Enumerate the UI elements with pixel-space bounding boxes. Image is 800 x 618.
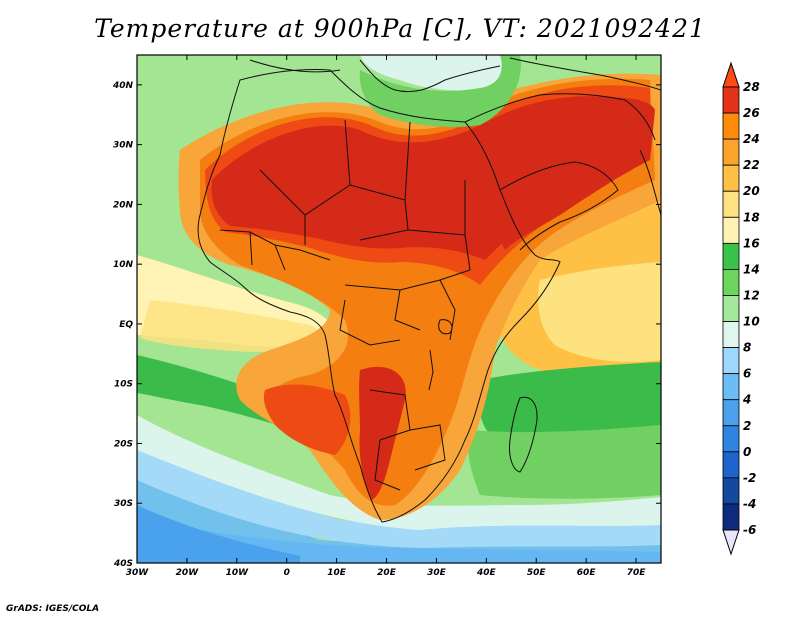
field-europe-green	[359, 55, 521, 127]
colorbar-swatch	[722, 451, 740, 479]
colorbar-label: -4	[743, 497, 756, 511]
lon-tick-label: 40E	[476, 568, 497, 578]
madagascar	[509, 396, 538, 473]
borders-south	[369, 389, 446, 491]
india-coast	[639, 149, 661, 216]
colorbar-label: 14	[743, 262, 760, 276]
field-north-cool	[360, 55, 502, 91]
colorbar-swatch	[722, 138, 740, 166]
lon-tick-label: 10W	[226, 568, 250, 578]
colorbar-swatch	[722, 86, 740, 114]
colorbar-label: 2	[743, 419, 751, 433]
colorbar-label: 18	[743, 210, 760, 224]
colorbar-label: 6	[743, 367, 751, 381]
lat-tick-label: 30N	[113, 141, 134, 151]
lon-tick-label: 30E	[427, 568, 447, 578]
map-area	[137, 55, 661, 563]
borders-west	[219, 229, 331, 271]
lat-tick-label: 20N	[113, 200, 134, 210]
country-borders	[197, 57, 661, 523]
colorbar-label: 24	[743, 132, 760, 146]
footer-credit: GrADS: IGES/COLA	[6, 604, 100, 614]
colorbar-label: 20	[743, 184, 760, 198]
colorbar-label: 16	[743, 236, 760, 250]
colorbar-swatch	[722, 242, 740, 270]
arabia-coastline	[464, 93, 656, 251]
colorbar-bottom-arrow	[722, 529, 740, 556]
field-arabia-hot	[480, 99, 655, 250]
field-blue-mid	[137, 505, 300, 563]
colorbar-swatch	[722, 190, 740, 218]
axis-labels: 30W 20W 10W 0 10E 20E 30E 40E 50E 60E 70E 40N 30N 20N…	[112, 81, 646, 578]
lon-tick-label: 20E	[377, 568, 397, 578]
colorbar-label: -6	[743, 523, 756, 537]
lake-tanganyika	[428, 349, 434, 391]
colorbar-swatch	[722, 373, 740, 401]
lat-tick-label: 10S	[114, 380, 133, 390]
colorbar-swatch	[722, 503, 740, 531]
axis-ticks	[136, 55, 661, 564]
field-south-hot2	[263, 384, 351, 455]
colorbar-label: 22	[743, 158, 760, 172]
field-indian-green	[478, 362, 661, 445]
colorbar-label: -2	[743, 471, 756, 485]
colorbar-swatch	[722, 321, 740, 348]
colorbar-label: 10	[743, 315, 760, 329]
field-indian-lgreen	[468, 425, 661, 499]
field-blue	[137, 470, 661, 563]
colorbar-swatch	[722, 425, 740, 453]
lat-tick-label: 10N	[113, 260, 134, 270]
lon-tick-label: 50E	[527, 568, 547, 578]
africa-coastline	[197, 69, 561, 523]
map-frame	[136, 54, 662, 564]
colorbar-label: 8	[743, 341, 751, 355]
colorbar-top-arrow	[722, 61, 740, 88]
lat-tick-label: EQ	[119, 320, 133, 330]
colorbar-label: 28	[743, 80, 760, 94]
lon-tick-label: 0	[284, 568, 290, 578]
field-blue-light	[137, 440, 661, 548]
lon-tick-label: 70E	[627, 568, 647, 578]
map-title: Temperature at 900hPa [C], VT: 202109242…	[94, 14, 706, 43]
borders-sahara	[259, 119, 471, 271]
lat-tick-label: 40S	[113, 559, 133, 569]
borders-central	[339, 269, 471, 346]
colorbar-swatch	[722, 347, 740, 375]
field-indian-cream	[538, 262, 661, 362]
colorbar-swatch	[722, 164, 740, 192]
colorbar-swatch	[722, 269, 740, 296]
colorbar-swatch	[722, 216, 740, 244]
field-south-hot	[359, 366, 406, 500]
colorbar-swatch	[722, 399, 740, 427]
colorbar-swatch	[722, 295, 740, 322]
colorbar-label: 26	[743, 106, 760, 120]
field-yellow-atl	[140, 300, 325, 353]
colorbar-label: 12	[743, 288, 760, 302]
europe-coast	[249, 57, 661, 93]
lat-tick-label: 20S	[114, 439, 133, 449]
lake-victoria	[438, 319, 453, 335]
lon-tick-label: 60E	[577, 568, 597, 578]
lon-tick-label: 20W	[176, 568, 200, 578]
colorbar-swatch	[722, 112, 740, 140]
colorbar-swatch	[722, 477, 740, 505]
lon-tick-label: 30W	[126, 568, 150, 578]
lon-tick-label: 10E	[327, 568, 347, 578]
lat-tick-label: 40N	[112, 81, 134, 91]
lat-tick-label: 30S	[114, 499, 133, 509]
colorbar-label: 4	[742, 393, 751, 407]
colorbar-label: 0	[743, 445, 751, 459]
